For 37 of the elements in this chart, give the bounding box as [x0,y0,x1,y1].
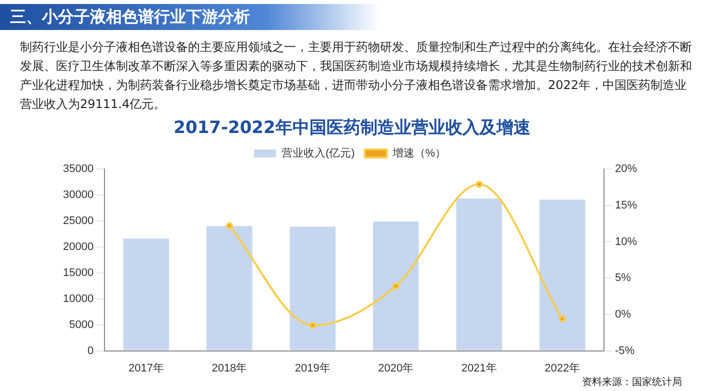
text: 三、小分子液相色谱行业下游分析 [0,4,380,30]
y2-tick-label: 10% [614,236,638,248]
y2-tick-label: 15% [614,199,638,212]
legend-label: 增速（%） [391,146,446,160]
y2-tick-label: -5% [614,344,635,357]
y-tick-label: 25000 [62,214,94,227]
point [476,180,483,188]
x-tick-label: 2022年 [544,362,580,374]
bar [206,226,252,350]
y-tick-label: 10000 [62,292,94,305]
bar [456,198,502,350]
point [392,282,400,290]
text: 资料来源：国家统计局 [582,376,682,389]
x-tick-label: 2017年 [128,362,164,374]
bar [373,221,419,350]
y2-tick-label: 0% [614,308,632,320]
point [226,222,233,230]
chart-title: 2017-2022年中国医药制造业营业收入及增速 [172,117,532,139]
bar [539,200,586,350]
y-tick-label: 20000 [62,240,94,253]
bar [290,226,336,350]
y-tick-label: 15000 [62,266,94,279]
y-tick-label: 35000 [62,163,94,176]
x-tick-label: 2019年 [294,362,330,374]
y-tick-label: 0 [87,344,94,357]
x-tick-label: 2018年 [212,362,248,374]
x-tick-label: 2020年 [378,362,414,374]
y2-tick-label: 5% [614,272,632,284]
bar [123,238,170,350]
x-tick-label: 2021年 [461,362,497,374]
legend-label: 营业收入(亿元) [281,146,355,160]
y2-tick-label: 20% [614,163,638,176]
point [309,322,316,329]
text: 制药行业是小分子液相色谱设备的主要应用领域之一，主要用于药物研发、质量控制和生产过程中的分离纯化。在社会经济不断发展、医疗卫生体制改革不断深入等多重因素的驱动下，我国医药制造业市场规模持续增长，尤其是生物制药行业的技术创新和产业化进程加快，为制药装备行业稳步增长奠定市场基础，进而带动小分子液相色谱设备需求增加。2022年，中国医药制造业营业收入为29111.4亿元。 [20,39,692,113]
point [558,315,566,322]
y-tick-label: 30000 [62,189,94,202]
y-tick-label: 5000 [69,318,94,331]
